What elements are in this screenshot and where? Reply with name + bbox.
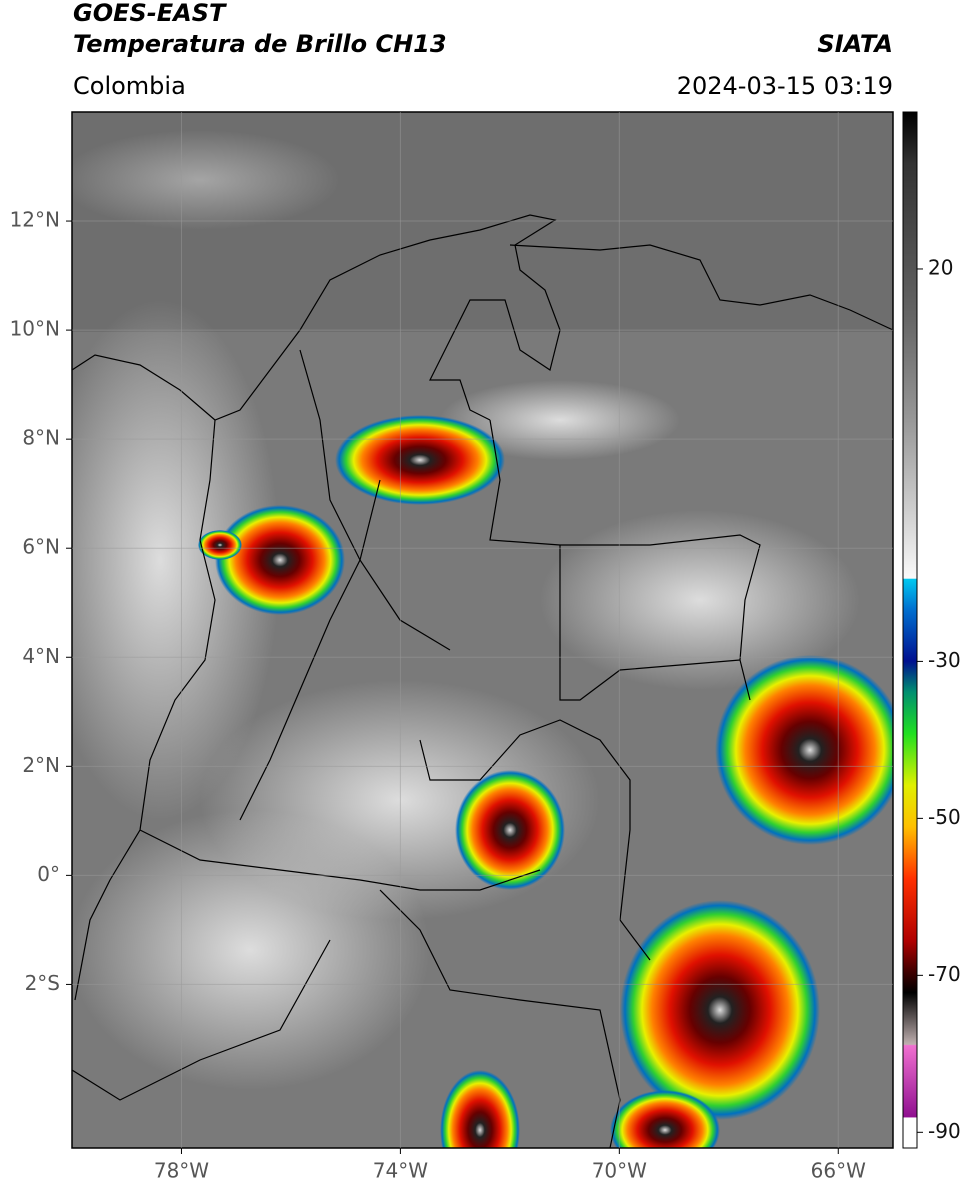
satellite-title: GOES-EAST <box>73 0 227 27</box>
region: Colombia <box>73 72 186 100</box>
y-tick-label: 12°N <box>10 208 60 232</box>
y-tick-label: 2°S <box>25 971 60 995</box>
colorbar-tick-label: -70 <box>928 962 961 986</box>
x-tick-label: 74°W <box>373 1159 428 1183</box>
y-tick-label: 0° <box>37 862 60 886</box>
colorbar-tick-label: -50 <box>928 805 961 829</box>
y-tick-label: 10°N <box>10 317 60 341</box>
y-tick-label: 8°N <box>22 426 60 450</box>
agency: SIATA <box>817 30 893 58</box>
colorbar-tick-label: -30 <box>928 648 961 672</box>
x-tick-label: 70°W <box>592 1159 647 1183</box>
x-tick-label: 66°W <box>811 1159 866 1183</box>
y-tick-label: 4°N <box>22 644 60 668</box>
satellite-image <box>72 112 893 1148</box>
x-tick-label: 78°W <box>154 1159 209 1183</box>
colorbar-tick-label: 20 <box>928 255 953 279</box>
colorbar <box>902 111 918 1149</box>
y-tick-label: 2°N <box>22 753 60 777</box>
datetime: 2024-03-15 03:19 <box>677 72 893 100</box>
map-frame <box>71 111 894 1149</box>
y-tick-label: 6°N <box>22 535 60 559</box>
product-title: Temperatura de Brillo CH13 <box>73 30 447 58</box>
colorbar-tick-label: -90 <box>928 1119 961 1143</box>
graticule <box>72 112 893 1148</box>
